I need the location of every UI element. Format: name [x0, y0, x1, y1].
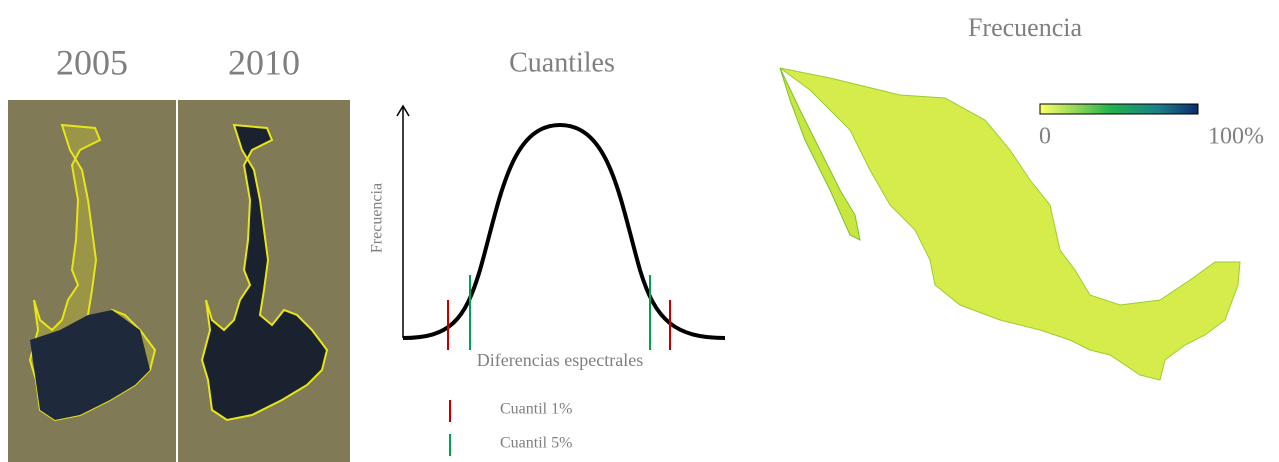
image-2010 — [178, 100, 350, 462]
image-2005 — [8, 100, 176, 462]
scale-max-label: 100% — [1208, 124, 1264, 150]
map-title: Frecuencia — [968, 13, 1083, 42]
x-axis-label: Diferencias espectrales — [477, 350, 643, 370]
distribution-curve — [403, 125, 725, 338]
figure: 2005 2010 Cuantiles Frecuencia Diferenci… — [0, 0, 1279, 462]
legend-label: Cuantil 1% — [500, 401, 572, 418]
diagram-title: Cuantiles — [509, 47, 615, 78]
color-scale — [1040, 104, 1198, 114]
y-axis-label: Frecuencia — [369, 183, 386, 253]
legend-label: Cuantil 5% — [500, 435, 572, 452]
year-label: 2005 — [56, 42, 128, 82]
scale-min-label: 0 — [1039, 124, 1051, 150]
year-label: 2010 — [228, 42, 300, 82]
